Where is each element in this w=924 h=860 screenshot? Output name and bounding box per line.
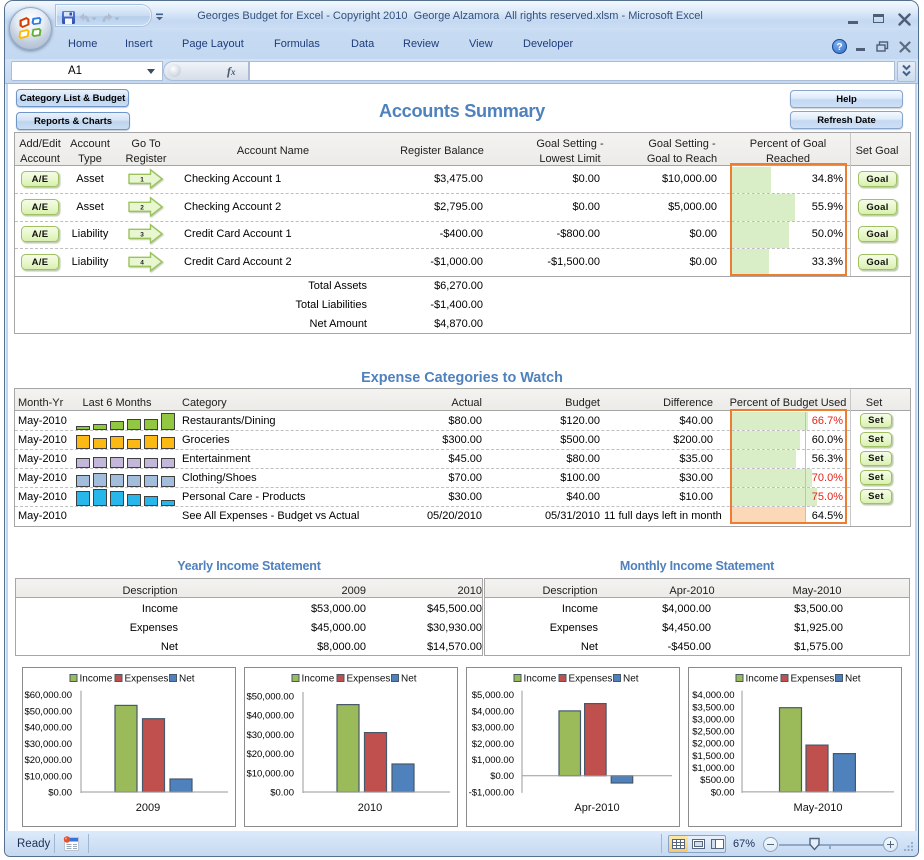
svg-text:2: 2	[140, 204, 144, 211]
svg-text:$50,000.00: $50,000.00	[24, 706, 72, 717]
svg-text:$3,000.00: $3,000.00	[472, 723, 514, 734]
svg-text:$40,000.00: $40,000.00	[246, 711, 294, 722]
svg-text:Income: Income	[302, 674, 335, 685]
svg-text:1: 1	[140, 176, 144, 183]
svg-text:Net: Net	[401, 674, 417, 685]
svg-text:Expenses: Expenses	[569, 674, 613, 685]
svg-text:$40,000.00: $40,000.00	[24, 723, 72, 734]
svg-text:$3,500.00: $3,500.00	[692, 702, 734, 713]
svg-text:$1,500.00: $1,500.00	[692, 751, 734, 762]
svg-text:$2,500.00: $2,500.00	[692, 727, 734, 738]
svg-text:May-2010: May-2010	[794, 802, 843, 814]
svg-text:$60,000.00: $60,000.00	[24, 690, 72, 701]
svg-text:2010: 2010	[358, 802, 382, 814]
svg-text:Income: Income	[80, 674, 113, 685]
svg-text:Net: Net	[623, 674, 639, 685]
svg-text:Income: Income	[746, 674, 779, 685]
svg-text:3: 3	[140, 231, 144, 238]
svg-text:Net: Net	[179, 674, 195, 685]
svg-text:Expenses: Expenses	[791, 674, 835, 685]
svg-text:4: 4	[140, 259, 144, 266]
svg-text:Net: Net	[845, 674, 861, 685]
svg-text:$2,000.00: $2,000.00	[692, 739, 734, 750]
svg-text:$30,000.00: $30,000.00	[246, 730, 294, 741]
svg-text:$10,000.00: $10,000.00	[24, 771, 72, 782]
svg-text:Income: Income	[524, 674, 557, 685]
svg-text:$20,000.00: $20,000.00	[246, 749, 294, 760]
svg-text:$0.00: $0.00	[490, 771, 514, 782]
svg-text:$0.00: $0.00	[48, 788, 72, 799]
svg-text:$4,000.00: $4,000.00	[472, 706, 514, 717]
svg-text:$1,000.00: $1,000.00	[472, 755, 514, 766]
svg-text:$0.00: $0.00	[270, 788, 294, 799]
svg-text:2009: 2009	[136, 802, 160, 814]
svg-text:Apr-2010: Apr-2010	[574, 802, 619, 814]
svg-text:$0.00: $0.00	[711, 787, 735, 798]
svg-text:$5,000.00: $5,000.00	[472, 690, 514, 701]
svg-text:$20,000.00: $20,000.00	[24, 755, 72, 766]
svg-text:$1,000.00: $1,000.00	[692, 763, 734, 774]
svg-text:$50,000.00: $50,000.00	[246, 692, 294, 703]
svg-text:$10,000.00: $10,000.00	[246, 768, 294, 779]
svg-text:$30,000.00: $30,000.00	[24, 739, 72, 750]
svg-text:$3,000.00: $3,000.00	[692, 714, 734, 725]
svg-text:$4,000.00: $4,000.00	[692, 690, 734, 701]
svg-text:$2,000.00: $2,000.00	[472, 739, 514, 750]
svg-text:Expenses: Expenses	[347, 674, 391, 685]
svg-text:Expenses: Expenses	[125, 674, 169, 685]
svg-text:-$1,000.00: -$1,000.00	[469, 787, 514, 798]
svg-text:$500.00: $500.00	[700, 775, 734, 786]
